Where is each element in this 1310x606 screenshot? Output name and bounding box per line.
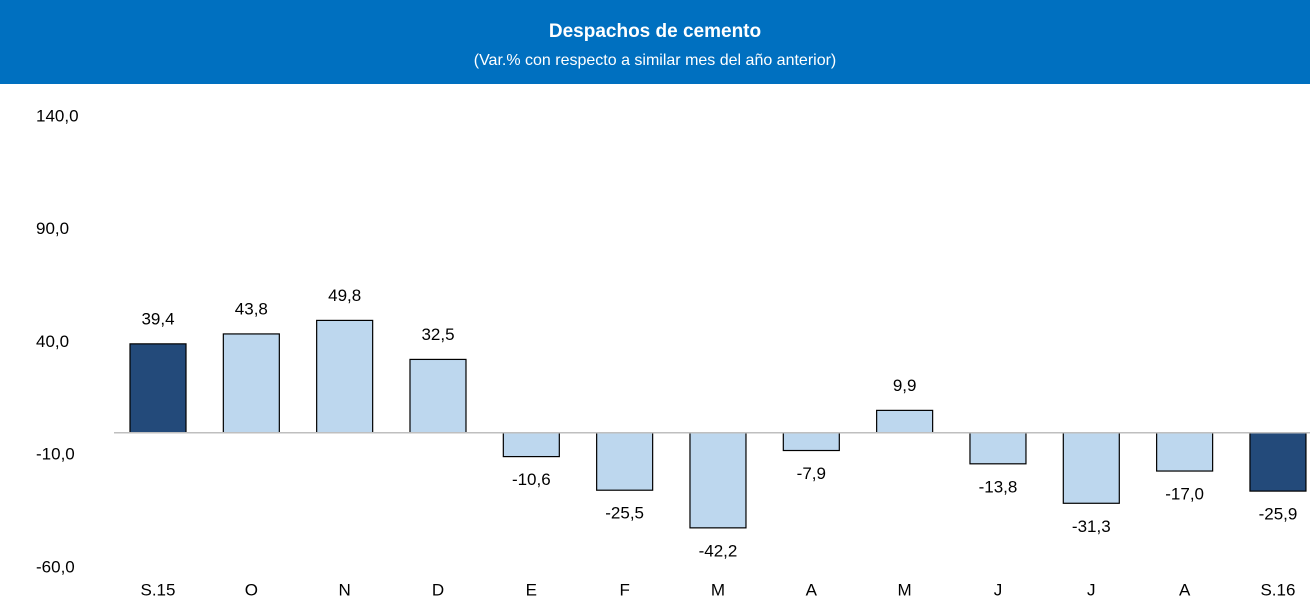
bar (689, 432, 747, 529)
bar (596, 432, 654, 491)
bar (876, 409, 934, 434)
bar (129, 343, 187, 434)
x-tick-label: M (898, 580, 912, 599)
y-tick-label: 90,0 (36, 219, 69, 238)
bar (409, 358, 467, 434)
bar (782, 432, 840, 452)
x-tick-label: A (806, 580, 818, 599)
x-tick-label: J (994, 580, 1003, 599)
data-label: -13,8 (979, 477, 1018, 496)
bar (1156, 432, 1214, 472)
data-label: -25,9 (1259, 505, 1298, 524)
x-tick-label: A (1179, 580, 1191, 599)
bar (502, 432, 560, 458)
x-tick-label: F (619, 580, 629, 599)
data-label: 9,9 (893, 376, 917, 395)
data-label: 39,4 (141, 309, 174, 328)
y-tick-label: -60,0 (36, 557, 75, 576)
chart-subtitle: (Var.% con respecto a similar mes del añ… (474, 52, 837, 69)
x-tick-label: D (432, 580, 444, 599)
bar (1249, 432, 1307, 492)
data-label: -42,2 (699, 541, 738, 560)
bar (969, 432, 1027, 465)
data-label: -10,6 (512, 470, 551, 489)
header-band (0, 0, 1310, 84)
y-tick-label: -10,0 (36, 445, 75, 464)
data-label: 49,8 (328, 286, 361, 305)
bar (1062, 432, 1120, 504)
bar (222, 333, 280, 434)
data-label: -31,3 (1072, 517, 1111, 536)
x-tick-label: S.15 (141, 580, 176, 599)
x-tick-label: J (1087, 580, 1096, 599)
x-tick-label: M (711, 580, 725, 599)
data-label: 32,5 (421, 325, 454, 344)
data-label: -17,0 (1165, 485, 1204, 504)
chart-title: Despachos de cemento (549, 21, 761, 42)
bar (316, 319, 374, 434)
data-label: -25,5 (605, 504, 644, 523)
x-tick-label: E (526, 580, 537, 599)
y-tick-label: 140,0 (36, 106, 79, 125)
data-label: -7,9 (797, 464, 826, 483)
y-tick-label: 40,0 (36, 332, 69, 351)
x-tick-label: S.16 (1260, 580, 1295, 599)
data-label: 43,8 (235, 299, 268, 318)
x-tick-label: N (339, 580, 351, 599)
x-tick-label: O (245, 580, 258, 599)
